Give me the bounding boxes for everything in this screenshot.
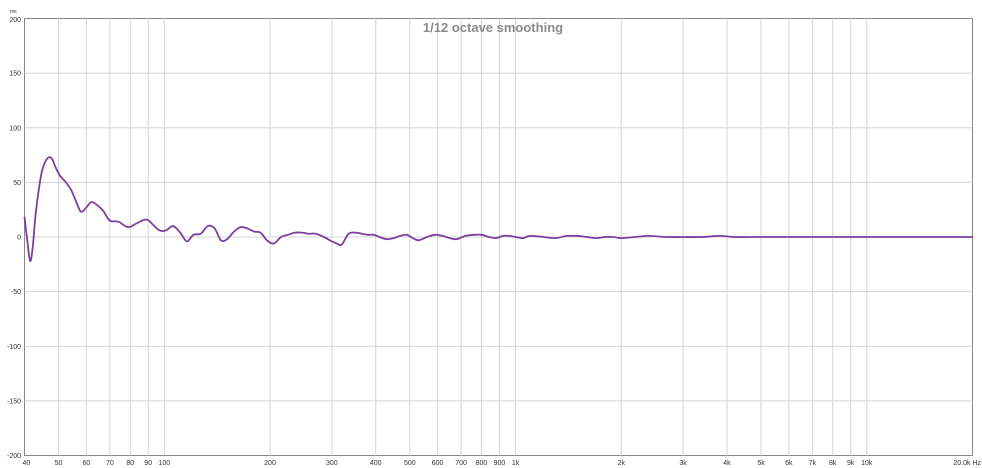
- y-tick-label: 100: [9, 125, 21, 132]
- x-tick-label: 300: [326, 460, 338, 467]
- x-tick-label: 400: [370, 460, 382, 467]
- x-tick-label: 800: [476, 460, 488, 467]
- x-tick-label: 7k: [809, 460, 817, 467]
- x-tick-label: 10k: [861, 460, 873, 467]
- x-tick-label: 1k: [512, 460, 520, 467]
- x-tick-label: 70: [106, 460, 114, 467]
- y-tick-label: -200: [7, 453, 21, 460]
- x-tick-label: 900: [494, 460, 506, 467]
- x-axis-ticks: 40 50 60 70 80 90 100 200 300 400 500 600 700 800 900 1…: [23, 460, 982, 467]
- y-axis-unit: ms: [10, 9, 17, 15]
- x-tick-label: 2k: [618, 460, 626, 467]
- x-tick-label: 40: [23, 460, 31, 467]
- x-tick-label: 60: [82, 460, 90, 467]
- y-tick-label: 200: [9, 17, 21, 24]
- x-tick-label: 4k: [723, 460, 731, 467]
- x-tick-label: 8k: [829, 460, 837, 467]
- x-tick-label: 9k: [847, 460, 855, 467]
- y-tick-label: 150: [9, 71, 21, 78]
- x-tick-label: 200: [264, 460, 276, 467]
- y-axis-ticks: 200 150 100 50 0 -50 -100 -150 -200: [7, 17, 21, 460]
- x-tick-label: 20.0k Hz: [953, 460, 981, 467]
- y-tick-label: -50: [11, 289, 21, 296]
- x-tick-label: 700: [455, 460, 467, 467]
- x-tick-label: 3k: [679, 460, 687, 467]
- x-tick-label: 80: [126, 460, 134, 467]
- x-tick-label: 90: [144, 460, 152, 467]
- chart-title: 1/12 octave smoothing: [423, 20, 563, 35]
- x-tick-label: 6k: [785, 460, 793, 467]
- x-tick-label: 50: [55, 460, 63, 467]
- x-tick-label: 5k: [757, 460, 765, 467]
- x-tick-label: 100: [158, 460, 170, 467]
- y-tick-label: 0: [17, 235, 21, 242]
- y-tick-label: -100: [7, 344, 21, 351]
- y-tick-label: 50: [13, 180, 21, 187]
- y-tick-label: -150: [7, 398, 21, 405]
- x-tick-label: 500: [404, 460, 416, 467]
- x-tick-label: 600: [432, 460, 444, 467]
